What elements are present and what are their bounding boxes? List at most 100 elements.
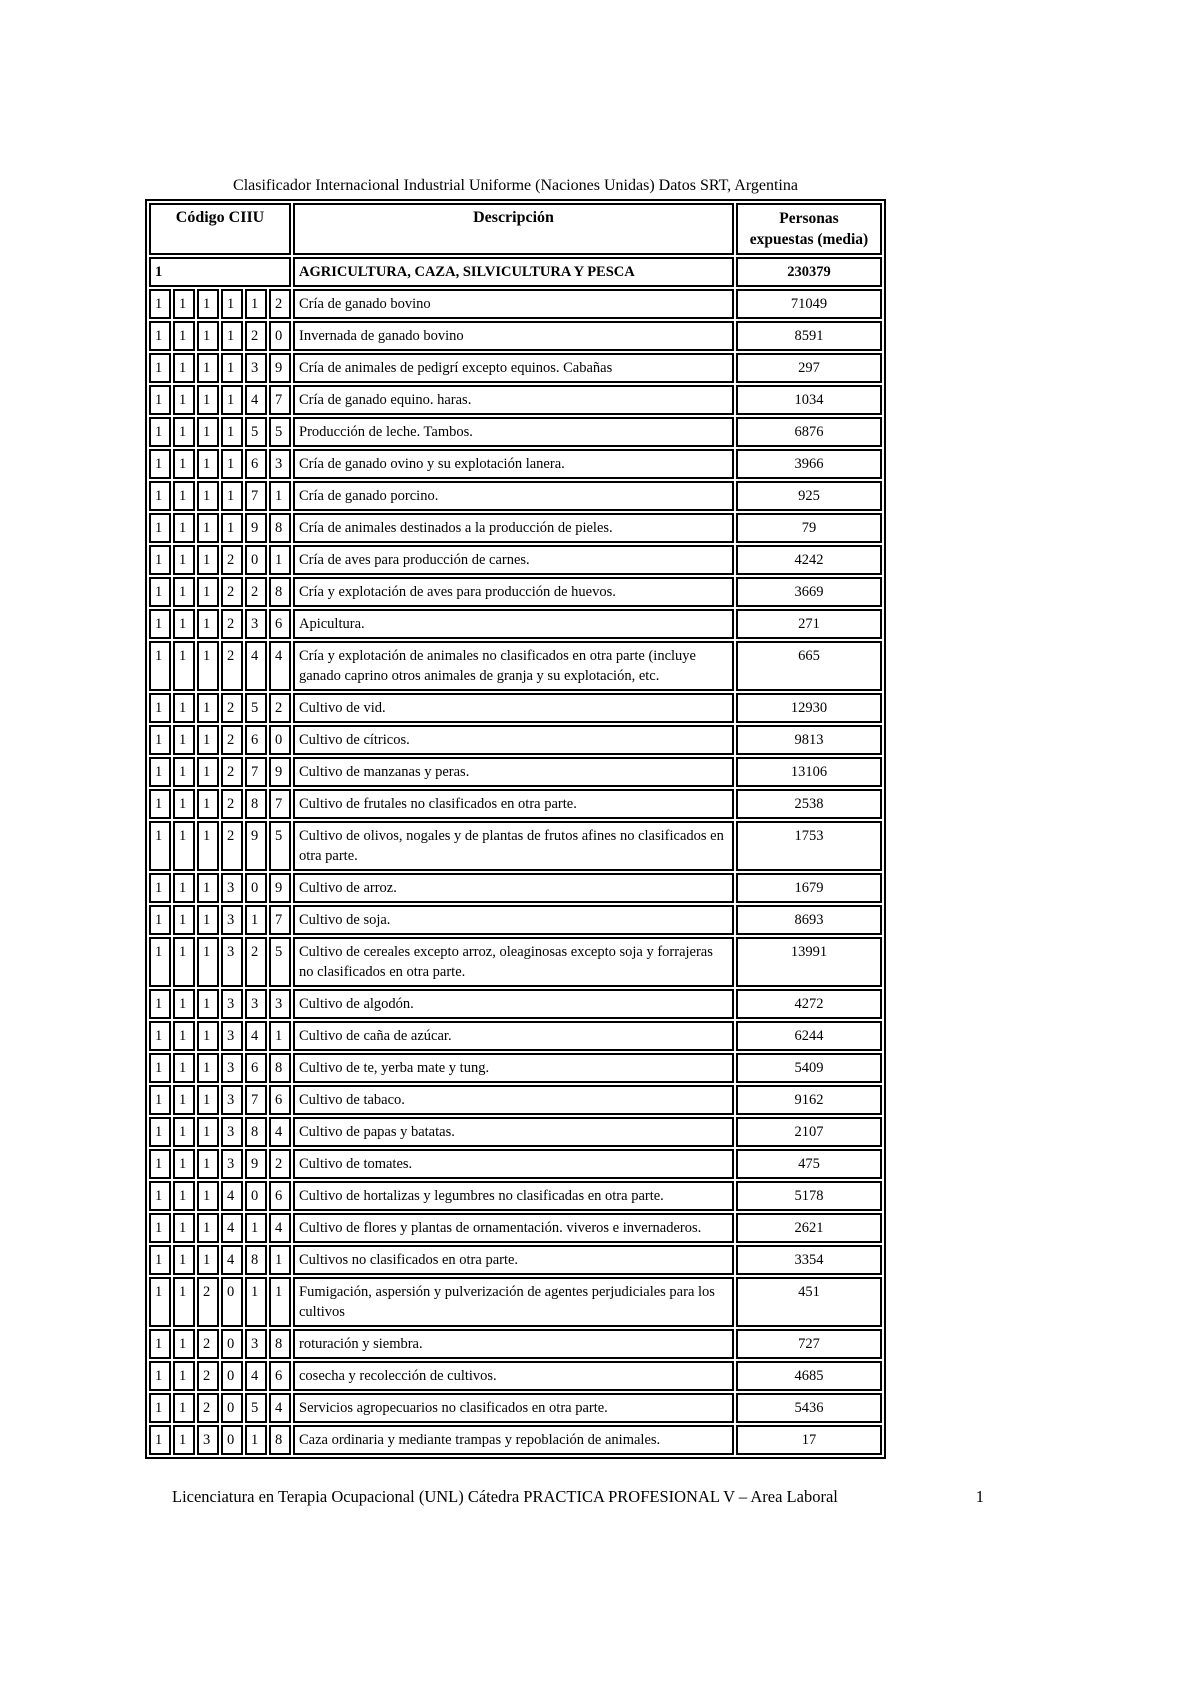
code-digit-cell: 1 xyxy=(221,513,243,543)
table-row: 1 1 1 1 9 8 Cría de animales destinados a la p… xyxy=(149,513,882,543)
code-digit-cell: 1 xyxy=(245,905,267,935)
code-digit-cell: 8 xyxy=(269,577,291,607)
code-digit-cell: 1 xyxy=(221,417,243,447)
description-cell: Cría de aves para producción de carnes. xyxy=(293,545,734,575)
table-row: 1 1 1 4 1 4 Cultivo de flores y plantas de orn… xyxy=(149,1213,882,1243)
code-digit-cell: 2 xyxy=(269,289,291,319)
code-digit-cell: 3 xyxy=(245,989,267,1019)
section-code-cell: 1 xyxy=(149,257,291,287)
code-digit-cell: 0 xyxy=(245,873,267,903)
table-row: 1 1 1 1 1 2 Cría de ganado bovino 71049 xyxy=(149,289,882,319)
code-digit-cell: 1 xyxy=(197,1117,219,1147)
value-cell: 297 xyxy=(736,353,882,383)
value-cell: 925 xyxy=(736,481,882,511)
code-digit-cell: 1 xyxy=(149,449,171,479)
code-digit-cell: 1 xyxy=(197,757,219,787)
code-digit-cell: 1 xyxy=(269,481,291,511)
code-digit-cell: 1 xyxy=(197,1213,219,1243)
code-digit-cell: 2 xyxy=(221,821,243,871)
code-digit-cell: 1 xyxy=(221,353,243,383)
code-digit-cell: 4 xyxy=(269,1117,291,1147)
code-digit-cell: 1 xyxy=(245,289,267,319)
description-cell: Cultivo de hortalizas y legumbres no cla… xyxy=(293,1181,734,1211)
code-digit-cell: 3 xyxy=(221,1021,243,1051)
code-digit-cell: 1 xyxy=(149,905,171,935)
description-cell: Cría y explotación de animales no clasif… xyxy=(293,641,734,691)
code-digit-cell: 1 xyxy=(245,1213,267,1243)
value-cell: 451 xyxy=(736,1277,882,1327)
value-cell: 1679 xyxy=(736,873,882,903)
code-digit-cell: 1 xyxy=(173,693,195,723)
code-digit-cell: 1 xyxy=(197,609,219,639)
code-digit-cell: 1 xyxy=(173,789,195,819)
code-digit-cell: 4 xyxy=(269,1393,291,1423)
value-cell: 5178 xyxy=(736,1181,882,1211)
value-cell: 13991 xyxy=(736,937,882,987)
code-digit-cell: 1 xyxy=(221,321,243,351)
code-digit-cell: 3 xyxy=(197,1425,219,1455)
code-digit-cell: 5 xyxy=(245,417,267,447)
code-digit-cell: 2 xyxy=(221,545,243,575)
value-cell: 3966 xyxy=(736,449,882,479)
column-header-descripcion: Descripción xyxy=(293,203,734,255)
code-digit-cell: 1 xyxy=(149,641,171,691)
value-cell: 5436 xyxy=(736,1393,882,1423)
description-cell: Cultivo de vid. xyxy=(293,693,734,723)
value-cell: 3669 xyxy=(736,577,882,607)
table-row: 1 1 1 3 6 8 Cultivo de te, yerba mate y tung. 5… xyxy=(149,1053,882,1083)
value-cell: 79 xyxy=(736,513,882,543)
table-row: 1 1 1 2 0 1 Cría de aves para producción de ca… xyxy=(149,545,882,575)
code-digit-cell: 5 xyxy=(245,1393,267,1423)
code-digit-cell: 2 xyxy=(221,757,243,787)
code-digit-cell: 1 xyxy=(149,873,171,903)
code-digit-cell: 2 xyxy=(197,1393,219,1423)
code-digit-cell: 2 xyxy=(245,321,267,351)
code-digit-cell: 8 xyxy=(269,1053,291,1083)
code-digit-cell: 5 xyxy=(269,417,291,447)
value-cell: 2538 xyxy=(736,789,882,819)
code-digit-cell: 1 xyxy=(173,513,195,543)
value-cell: 1034 xyxy=(736,385,882,415)
code-digit-cell: 1 xyxy=(173,989,195,1019)
code-digit-cell: 2 xyxy=(245,937,267,987)
value-cell: 4242 xyxy=(736,545,882,575)
code-digit-cell: 1 xyxy=(149,821,171,871)
code-digit-cell: 1 xyxy=(197,289,219,319)
code-digit-cell: 3 xyxy=(221,1053,243,1083)
value-cell: 17 xyxy=(736,1425,882,1455)
description-cell: Cultivos no clasificados en otra parte. xyxy=(293,1245,734,1275)
code-digit-cell: 1 xyxy=(149,1277,171,1327)
description-cell: Cultivo de frutales no clasificados en o… xyxy=(293,789,734,819)
value-cell: 271 xyxy=(736,609,882,639)
code-digit-cell: 1 xyxy=(173,385,195,415)
personas-header-line1: Personas xyxy=(779,210,839,227)
code-digit-cell: 5 xyxy=(269,937,291,987)
table-row: 1 1 1 3 9 2 Cultivo de tomates. 475 xyxy=(149,1149,882,1179)
code-digit-cell: 1 xyxy=(173,449,195,479)
code-digit-cell: 1 xyxy=(197,481,219,511)
code-digit-cell: 7 xyxy=(245,757,267,787)
code-digit-cell: 3 xyxy=(221,1117,243,1147)
code-digit-cell: 1 xyxy=(149,545,171,575)
table-row: 1 1 1 2 9 5 Cultivo de olivos, nogales y de pl… xyxy=(149,821,882,871)
table-row: 1 1 1 3 0 9 Cultivo de arroz. 1679 xyxy=(149,873,882,903)
code-digit-cell: 1 xyxy=(173,417,195,447)
code-digit-cell: 1 xyxy=(197,693,219,723)
code-digit-cell: 2 xyxy=(269,1149,291,1179)
code-digit-cell: 2 xyxy=(221,577,243,607)
personas-header-line2: expuestas (media) xyxy=(749,231,869,248)
description-cell: Cría de ganado ovino y su explotación la… xyxy=(293,449,734,479)
code-digit-cell: 9 xyxy=(269,757,291,787)
description-cell: Cultivo de manzanas y peras. xyxy=(293,757,734,787)
code-digit-cell: 1 xyxy=(221,481,243,511)
table-row: 1 1 1 1 7 1 Cría de ganado porcino. 925 xyxy=(149,481,882,511)
code-digit-cell: 1 xyxy=(173,937,195,987)
description-cell: roturación y siembra. xyxy=(293,1329,734,1359)
description-cell: Apicultura. xyxy=(293,609,734,639)
code-digit-cell: 4 xyxy=(269,641,291,691)
code-digit-cell: 1 xyxy=(197,725,219,755)
code-digit-cell: 1 xyxy=(173,545,195,575)
code-digit-cell: 0 xyxy=(221,1329,243,1359)
code-digit-cell: 1 xyxy=(149,1245,171,1275)
value-cell: 665 xyxy=(736,641,882,691)
